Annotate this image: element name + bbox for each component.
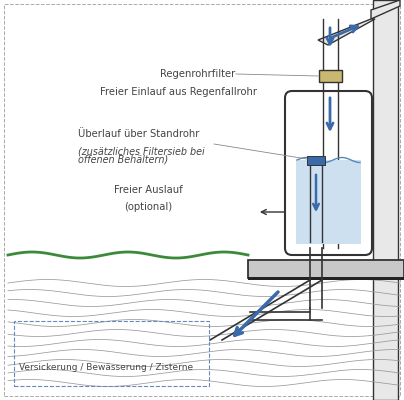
Bar bbox=[14, 321, 209, 386]
Bar bbox=[296, 160, 361, 244]
Polygon shape bbox=[371, 0, 400, 19]
Text: Versickerung / Bewässerung / Zisterne: Versickerung / Bewässerung / Zisterne bbox=[19, 364, 193, 372]
Bar bbox=[248, 260, 404, 278]
Text: (zusätzliches Filtersieb bei: (zusätzliches Filtersieb bei bbox=[78, 146, 204, 156]
Text: Freier Auslauf: Freier Auslauf bbox=[114, 185, 182, 195]
Text: offenen Behältern): offenen Behältern) bbox=[78, 155, 168, 165]
Polygon shape bbox=[318, 19, 375, 45]
Text: Überlauf über Standrohr: Überlauf über Standrohr bbox=[78, 129, 200, 139]
Bar bbox=[307, 156, 325, 165]
Bar bbox=[319, 70, 342, 82]
Bar bbox=[248, 277, 404, 280]
Text: Freier Einlauf aus Regenfallrohr: Freier Einlauf aus Regenfallrohr bbox=[100, 87, 257, 97]
Text: (optional): (optional) bbox=[124, 202, 172, 212]
Bar bbox=[373, 0, 398, 400]
FancyBboxPatch shape bbox=[285, 91, 372, 255]
Text: Regenrohrfilter: Regenrohrfilter bbox=[160, 69, 235, 79]
